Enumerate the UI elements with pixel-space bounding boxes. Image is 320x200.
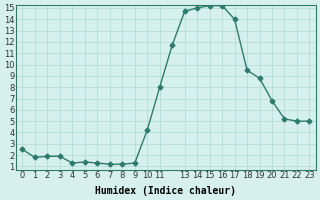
X-axis label: Humidex (Indice chaleur): Humidex (Indice chaleur) xyxy=(95,186,236,196)
